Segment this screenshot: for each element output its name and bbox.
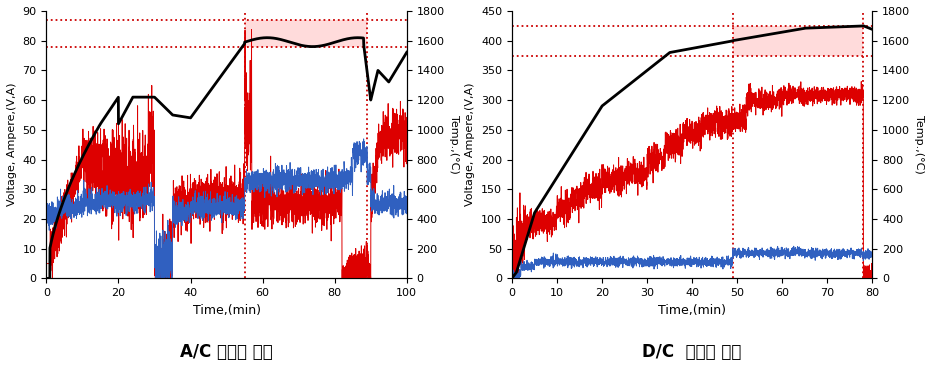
X-axis label: Time,(min): Time,(min) (193, 304, 261, 317)
Bar (245, 20, 367, 46)
Y-axis label: Temp.,(°C): Temp.,(°C) (449, 115, 459, 174)
Y-axis label: Temp.,(°C): Temp.,(°C) (914, 115, 924, 174)
Text: D/C  환원로 실험: D/C 환원로 실험 (642, 343, 742, 361)
Y-axis label: Voltage, Ampere,(V,A): Voltage, Ampere,(V,A) (466, 83, 476, 206)
X-axis label: Time,(min): Time,(min) (658, 304, 726, 317)
Text: A/C 환원로 실험: A/C 환원로 실험 (181, 343, 273, 361)
Y-axis label: Voltage, Ampere,(V,A): Voltage, Ampere,(V,A) (7, 83, 17, 206)
Bar (733, 26, 863, 55)
